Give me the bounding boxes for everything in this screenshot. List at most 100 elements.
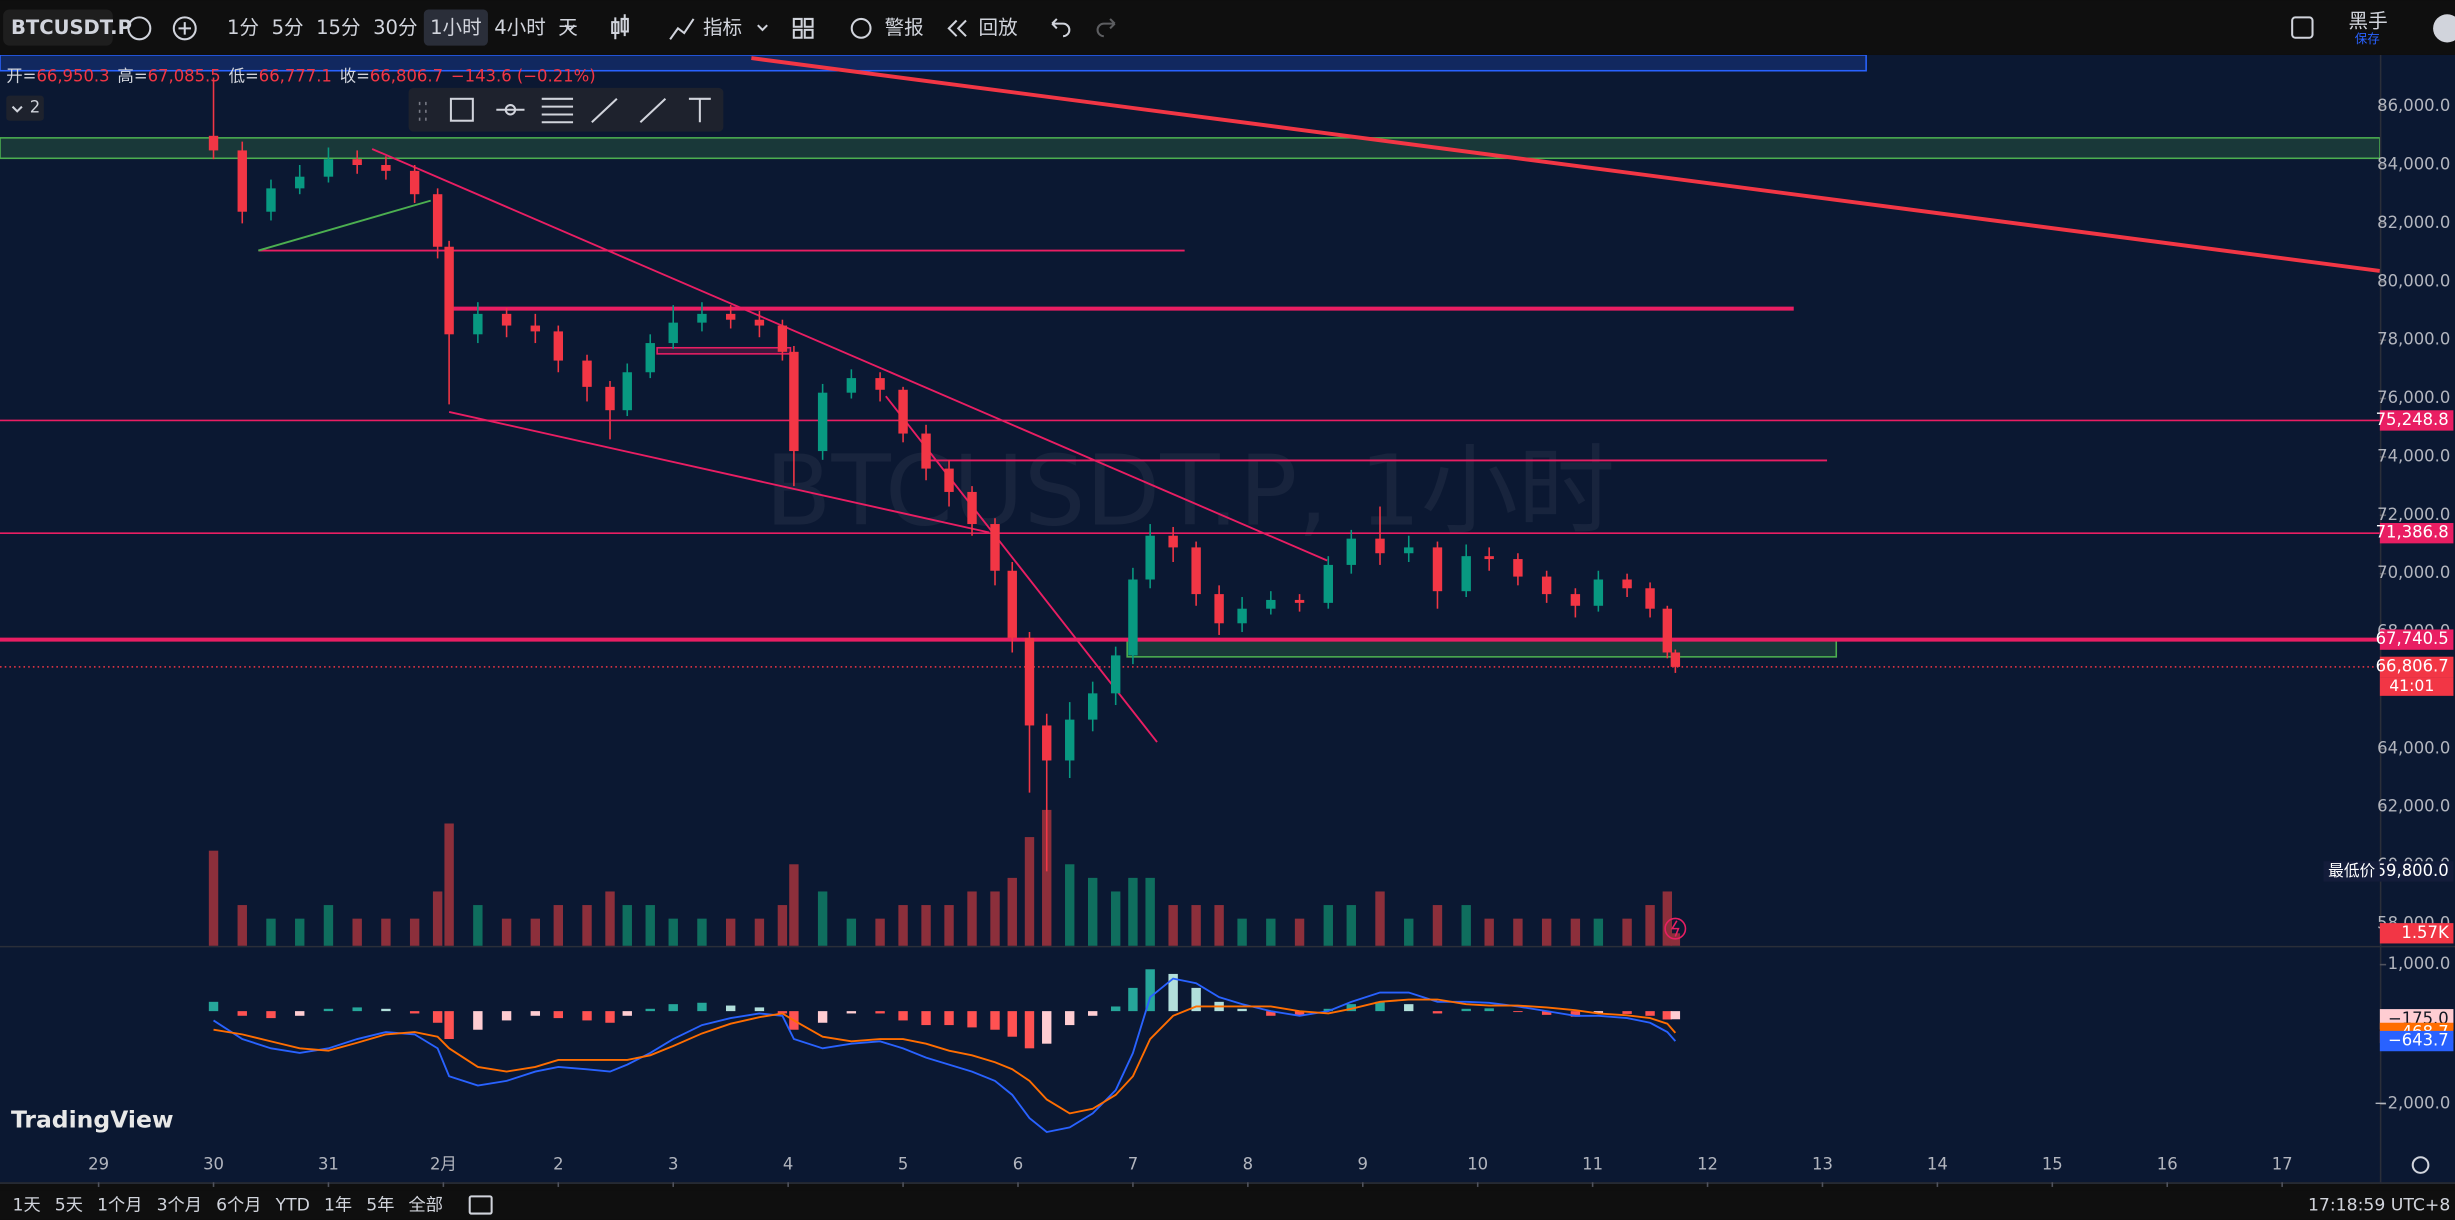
volume-bar xyxy=(1145,877,1155,946)
range-button[interactable]: 全部 xyxy=(409,1196,443,1216)
indicators-button[interactable]: 指标 xyxy=(703,16,742,39)
zone xyxy=(656,346,792,355)
candle-body xyxy=(789,351,799,452)
icon-replay[interactable] xyxy=(947,19,967,37)
range-button[interactable]: 5天 xyxy=(55,1196,83,1216)
low-title-tag xyxy=(2323,861,2380,882)
chevron[interactable] xyxy=(564,24,576,32)
range-button[interactable]: YTD xyxy=(275,1196,310,1216)
candle-body xyxy=(553,331,563,361)
interval-button[interactable]: 1分 xyxy=(227,16,259,39)
volume-bar xyxy=(295,918,305,946)
candle-body xyxy=(1237,608,1247,624)
candle-body xyxy=(1461,556,1471,592)
axis-price-label: 67,740.5 xyxy=(2376,629,2449,648)
range-button[interactable]: 1天 xyxy=(13,1196,41,1216)
candle-body xyxy=(323,159,334,177)
volume-bar xyxy=(789,864,799,946)
candle-body xyxy=(1670,652,1681,667)
macd-histogram-bar xyxy=(1191,987,1201,1012)
range-button[interactable]: 1个月 xyxy=(97,1196,142,1216)
macd-histogram-bar xyxy=(944,1011,954,1026)
interval-active[interactable] xyxy=(423,9,488,46)
tool-hline[interactable] xyxy=(496,104,525,116)
icon-fullscreen[interactable] xyxy=(2291,16,2314,39)
tool-text[interactable] xyxy=(688,97,711,123)
candle-body xyxy=(381,165,391,171)
chevron xyxy=(11,105,23,113)
macd-histogram-bar xyxy=(990,1011,1000,1030)
indicator-count[interactable]: 2 xyxy=(30,98,40,117)
tool-fib[interactable] xyxy=(541,97,574,124)
date-range-icon[interactable] xyxy=(468,1195,493,1215)
legend-label: 开= xyxy=(6,66,36,85)
legend-value: 66,950.3 xyxy=(36,66,109,85)
macd-histogram-bar xyxy=(530,1011,541,1016)
alert-button[interactable]: 警报 xyxy=(885,16,924,39)
candle-body xyxy=(409,170,420,195)
volume-bar xyxy=(967,891,977,946)
candle-body xyxy=(1168,535,1178,548)
chevron[interactable] xyxy=(757,24,768,32)
range-button[interactable]: 6个月 xyxy=(216,1196,261,1216)
volume-bar xyxy=(622,905,632,946)
replay-button[interactable]: 回放 xyxy=(979,16,1018,39)
volume-bar xyxy=(1024,837,1035,946)
icon-add[interactable] xyxy=(172,16,197,41)
icon-undo[interactable] xyxy=(1051,18,1071,38)
icon-redo[interactable] xyxy=(1096,18,1116,38)
range-button[interactable]: 1年 xyxy=(324,1196,352,1216)
icon-layout[interactable] xyxy=(792,17,814,39)
macd-histogram-bar xyxy=(444,1011,454,1040)
axis-price-tag xyxy=(2379,656,2454,678)
macd-histogram-bar xyxy=(622,1011,632,1016)
drag-handle[interactable] xyxy=(418,101,427,121)
candle-body xyxy=(295,176,305,189)
tool-rect[interactable] xyxy=(449,97,474,122)
candle-body xyxy=(875,378,885,390)
interval-button[interactable]: 5分 xyxy=(272,16,304,39)
interval-button[interactable]: 天 xyxy=(558,16,578,39)
axis-price-label: 75,248.8 xyxy=(2376,410,2449,429)
macd-histogram-bar xyxy=(777,1011,788,1014)
macd-histogram-bar xyxy=(875,1011,885,1014)
candle-body xyxy=(921,433,931,469)
interval-button[interactable]: 4小时 xyxy=(494,16,546,39)
range-button[interactable]: 5年 xyxy=(366,1196,394,1216)
volume-bar xyxy=(944,905,954,946)
settings-icon[interactable] xyxy=(2411,1156,2430,1174)
tool-trend[interactable] xyxy=(639,98,667,124)
icon-badge[interactable] xyxy=(127,16,152,41)
interval-button[interactable]: 15分 xyxy=(316,16,360,39)
x-tick-label: 15 xyxy=(2042,1155,2063,1174)
volume-bar xyxy=(501,918,512,946)
x-tick-label: 9 xyxy=(1358,1155,1368,1174)
zone xyxy=(0,137,2380,160)
interval-button[interactable]: 1小时 xyxy=(430,16,482,39)
symbol[interactable]: BTCUSDT.P xyxy=(11,16,132,39)
symbol-box[interactable] xyxy=(3,9,113,46)
tool-ray[interactable] xyxy=(591,98,618,124)
macd-histogram-bar xyxy=(1513,1011,1523,1013)
lightning-icon[interactable] xyxy=(1664,917,1687,940)
icon-indicators[interactable] xyxy=(669,18,695,40)
candle-body xyxy=(1541,576,1552,595)
indicator-toggle[interactable] xyxy=(6,95,44,121)
candle-body xyxy=(605,386,615,411)
range-button[interactable]: 3个月 xyxy=(157,1196,202,1216)
candle-body xyxy=(1323,564,1333,603)
bottom-bar xyxy=(0,1190,2455,1220)
candle-body xyxy=(1662,608,1673,653)
layout-name[interactable]: 黑手 xyxy=(2349,10,2388,33)
save-label[interactable]: 保存 xyxy=(2355,31,2380,46)
candle-body xyxy=(1375,538,1385,554)
avatar[interactable] xyxy=(2433,14,2455,43)
icon-alert[interactable] xyxy=(850,17,872,39)
candle-body xyxy=(622,372,632,411)
icon-candles[interactable] xyxy=(611,14,629,40)
interval-button[interactable]: 30分 xyxy=(373,16,417,39)
toolbar-bg xyxy=(0,0,2455,55)
macd-histogram-bar xyxy=(1670,1011,1681,1020)
macd-histogram-bar xyxy=(352,1007,362,1012)
candle-body xyxy=(898,389,908,434)
